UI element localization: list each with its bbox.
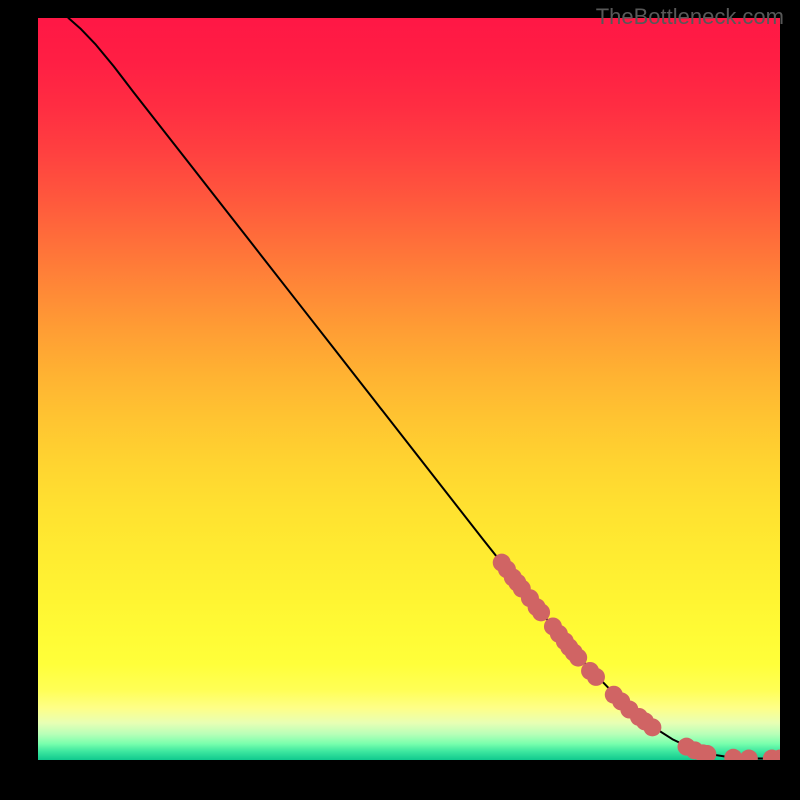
scatter-point — [587, 668, 605, 686]
scatter-point — [643, 718, 661, 736]
watermark-text: TheBottleneck.com — [596, 4, 784, 30]
chart-svg — [38, 18, 780, 760]
scatter-point — [532, 603, 550, 621]
chart-container: TheBottleneck.com — [0, 0, 800, 800]
gradient-background — [38, 18, 780, 760]
plot-area — [38, 18, 780, 760]
